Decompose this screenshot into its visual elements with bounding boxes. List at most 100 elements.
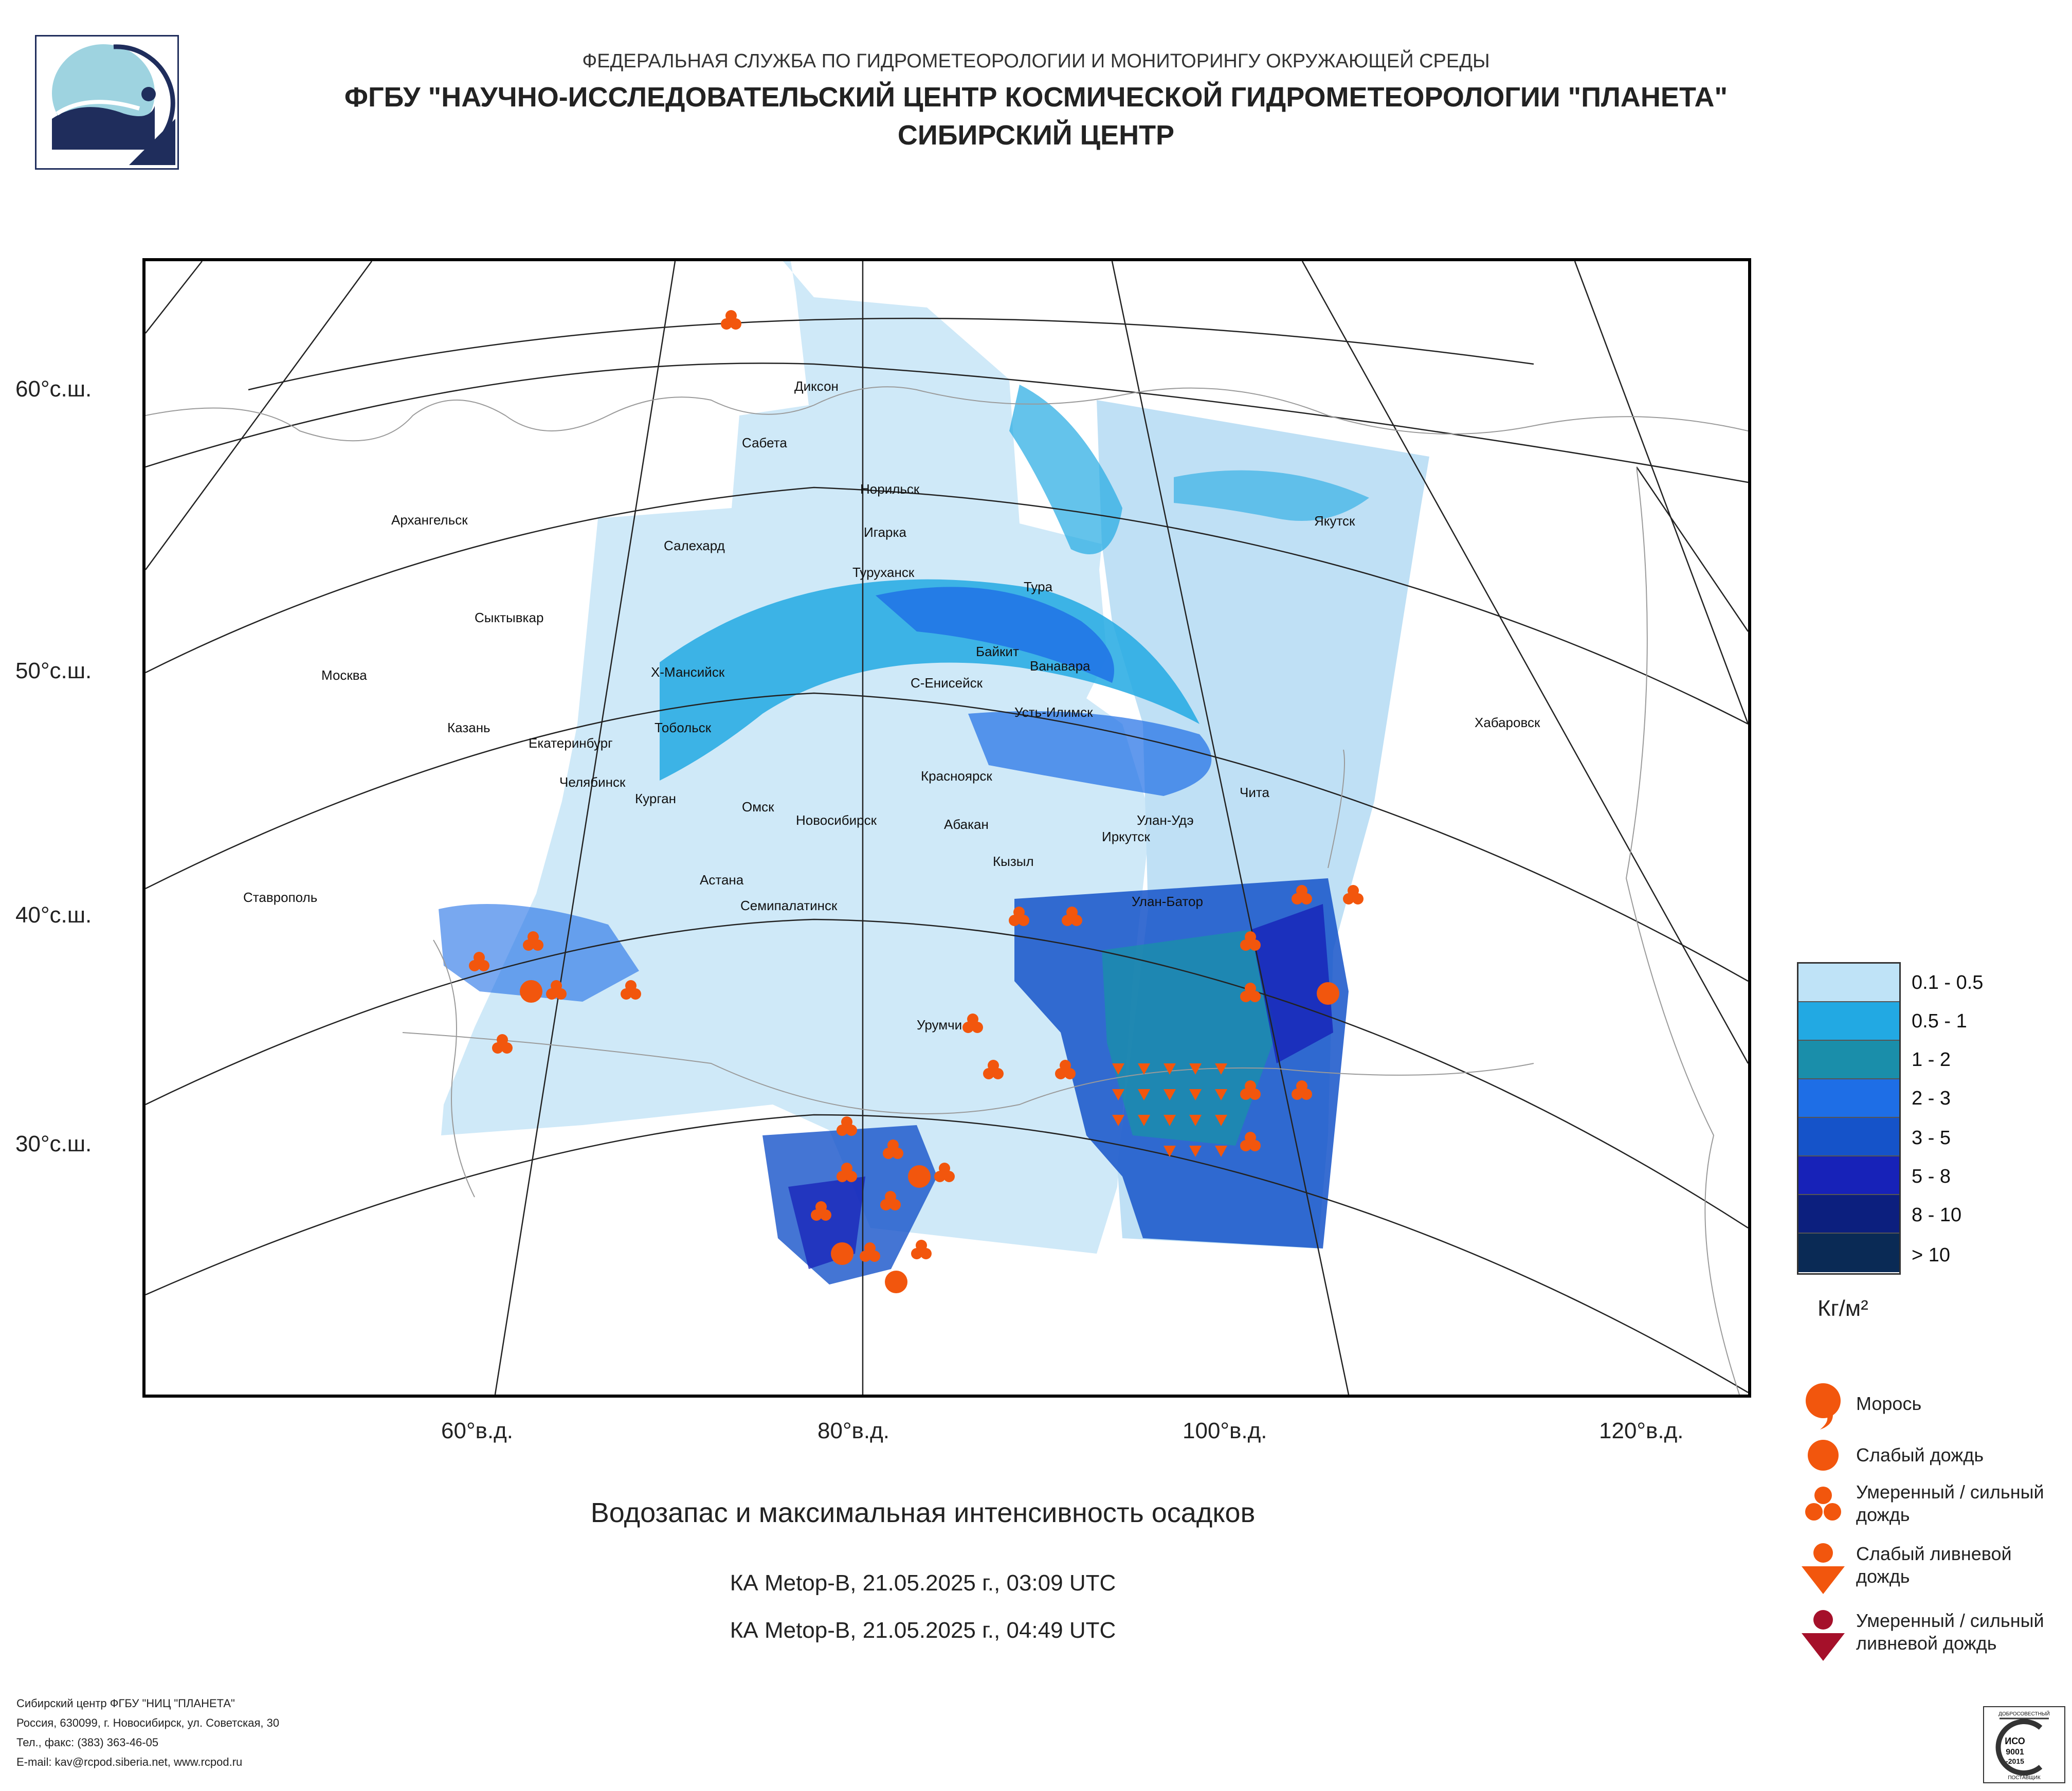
- moderate-rain-icon: [1805, 1487, 1841, 1521]
- city-vanavara: Ванавара: [1030, 658, 1090, 674]
- city-yakutsk: Якутск: [1314, 513, 1355, 529]
- lat-label-60: 60°с.ш.: [15, 376, 92, 402]
- precipitation-map: Диксон Сабета Норильск Архангельск Игарк…: [142, 258, 1751, 1398]
- footer-phone: Тел., факс: (383) 363-46-05: [16, 1736, 159, 1749]
- legend-drizzle-label: Морось: [1856, 1393, 1922, 1414]
- meridian-120: [1574, 261, 1748, 725]
- city-astana: Астана: [700, 872, 744, 888]
- city-severo-yeniseysk: С-Енисейск: [911, 675, 983, 691]
- city-chita: Чита: [1240, 785, 1269, 800]
- agency-title: ФЕДЕРАЛЬНАЯ СЛУЖБА ПО ГИДРОМЕТЕОРОЛОГИИ …: [582, 50, 1490, 72]
- city-omsk: Омск: [742, 799, 774, 815]
- iso-badge: ИСО 9001 -2015 ДОБРОСОВЕСТНЫЙ ПОСТАВЩИК: [1983, 1706, 2065, 1783]
- center-title: СИБИРСКИЙ ЦЕНТР: [897, 120, 1175, 151]
- lon-label-100: 100°в.д.: [1183, 1418, 1267, 1443]
- legend-label-8: > 10: [1912, 1244, 1951, 1266]
- city-arkhangelsk: Архангельск: [391, 512, 468, 528]
- map-canvas: [146, 261, 1748, 1395]
- legend-label-5: 3 - 5: [1912, 1127, 1951, 1149]
- svg-text:ДОБРОСОВЕСТНЫЙ: ДОБРОСОВЕСТНЫЙ: [1998, 1710, 2050, 1717]
- footer-email: E-mail: kav@rcpod.siberia.net, www.rcpod…: [16, 1756, 243, 1768]
- pass-info-2: КА Metop-B, 21.05.2025 г., 04:49 UTC: [730, 1618, 1116, 1643]
- shower-markers: [1112, 1063, 1227, 1157]
- legend-label-1: 0.1 - 0.5: [1912, 972, 1984, 993]
- city-igarka: Игарка: [864, 524, 906, 540]
- lat-label-40: 40°с.ш.: [15, 902, 92, 928]
- city-kazan: Казань: [447, 720, 490, 735]
- organization-title: ФГБУ "НАУЧНО-ИССЛЕДОВАТЕЛЬСКИЙ ЦЕНТР КОС…: [344, 82, 1728, 113]
- graticule: [146, 261, 1748, 1395]
- svg-text:9001: 9001: [2006, 1748, 2024, 1757]
- legend-label-4: 2 - 3: [1912, 1088, 1951, 1109]
- city-kyzyl: Кызыл: [993, 854, 1034, 869]
- cloud-core: [876, 587, 1114, 683]
- legend-swatch-4: [1798, 1079, 1899, 1118]
- light-shower-icon: [1802, 1543, 1845, 1594]
- city-tura: Тура: [1024, 579, 1053, 594]
- legend-swatch-3: [1798, 1041, 1899, 1079]
- city-ust-ilimsk: Усть-Илимск: [1014, 704, 1093, 720]
- cloud-northeast: [1174, 470, 1369, 521]
- legend-color-scale: [1797, 962, 1901, 1275]
- parallel-50: [146, 692, 1748, 982]
- lat-label-30: 30°с.ш.: [15, 1131, 92, 1156]
- map-title: Водозапас и максимальная интенсивность о…: [590, 1497, 1256, 1528]
- legend-units: Кг/м²: [1817, 1296, 1868, 1321]
- city-sabeta: Сабета: [742, 435, 787, 450]
- legend-swatch-1: [1798, 964, 1899, 1002]
- light-rain-icon: [1808, 1440, 1839, 1471]
- legend-moderate-rain-label: Умеренный / сильный дождь: [1856, 1481, 2044, 1525]
- city-norilsk: Норильск: [860, 481, 920, 497]
- lon-label-60: 60°в.д.: [441, 1418, 514, 1443]
- city-novosibirsk: Новосибирск: [796, 812, 877, 828]
- heavy-shower-icon: [1802, 1610, 1845, 1661]
- parallel-40: [146, 918, 1748, 1229]
- legend-light-shower-label: Слабый ливневой дождь: [1856, 1543, 2012, 1587]
- parallel-70: [248, 317, 1534, 391]
- southern-border: [402, 1032, 1534, 1114]
- legend-swatch-5: [1798, 1118, 1899, 1156]
- arctic-coast: [146, 386, 1748, 442]
- city-salekhard: Салехард: [664, 538, 725, 553]
- pass-info-1: КА Metop-B, 21.05.2025 г., 03:09 UTC: [730, 1570, 1116, 1596]
- parallel-56: [146, 486, 1748, 725]
- city-semipalatinsk: Семипалатинск: [740, 898, 838, 913]
- city-irkutsk: Иркутск: [1102, 829, 1150, 844]
- lat-label-50: 50°с.ш.: [15, 658, 92, 683]
- svg-text:-2015: -2015: [2006, 1757, 2024, 1765]
- legend-label-2: 0.5 - 1: [1912, 1010, 1967, 1032]
- caspian-shore: [433, 939, 475, 1198]
- pacific-coast: [1625, 466, 1740, 1395]
- city-chelyabinsk: Челябинск: [559, 774, 626, 790]
- svg-text:ИСО: ИСО: [2005, 1736, 2025, 1746]
- legend-symbols: [1802, 1383, 1845, 1661]
- city-tobolsk: Тобольск: [655, 720, 712, 735]
- footer-org: Сибирский центр ФГБУ "НИЦ "ПЛАНЕТА": [16, 1697, 235, 1710]
- meridian-50: [146, 261, 373, 570]
- city-khanty-mansiysk: Х-Мансийск: [651, 664, 725, 680]
- svg-text:ПОСТАВЩИК: ПОСТАВЩИК: [2008, 1775, 2041, 1781]
- meridian-60: [494, 261, 676, 1395]
- city-kurgan: Курган: [635, 791, 677, 806]
- city-baykit: Байкит: [976, 644, 1019, 659]
- legend-swatch-8: [1798, 1234, 1899, 1272]
- city-yekaterinburg: Екатеринбург: [529, 735, 613, 751]
- lake-baikal: [1328, 749, 1345, 869]
- legend-label-6: 5 - 8: [1912, 1166, 1951, 1187]
- city-syktyvkar: Сыктывкар: [475, 610, 544, 625]
- planeta-logo: [35, 35, 179, 170]
- legend-swatch-2: [1798, 1002, 1899, 1041]
- lon-label-80: 80°в.д.: [817, 1418, 890, 1443]
- city-dikson: Диксон: [794, 378, 839, 394]
- legend-label-3: 1 - 2: [1912, 1049, 1951, 1071]
- cloud-band-east: [968, 711, 1212, 796]
- city-ulaanbaatar: Улан-Батор: [1132, 894, 1203, 909]
- footer-address: Россия, 630099, г. Новосибирск, ул. Сове…: [16, 1716, 280, 1729]
- legend-light-rain-label: Слабый дождь: [1856, 1444, 1984, 1466]
- drizzle-icon: [1806, 1383, 1841, 1430]
- borders: [146, 386, 1748, 1395]
- city-khabarovsk: Хабаровск: [1475, 715, 1540, 730]
- cloud-north: [1009, 385, 1122, 554]
- swath-1: [441, 261, 1151, 1254]
- city-abakan: Абакан: [944, 817, 989, 832]
